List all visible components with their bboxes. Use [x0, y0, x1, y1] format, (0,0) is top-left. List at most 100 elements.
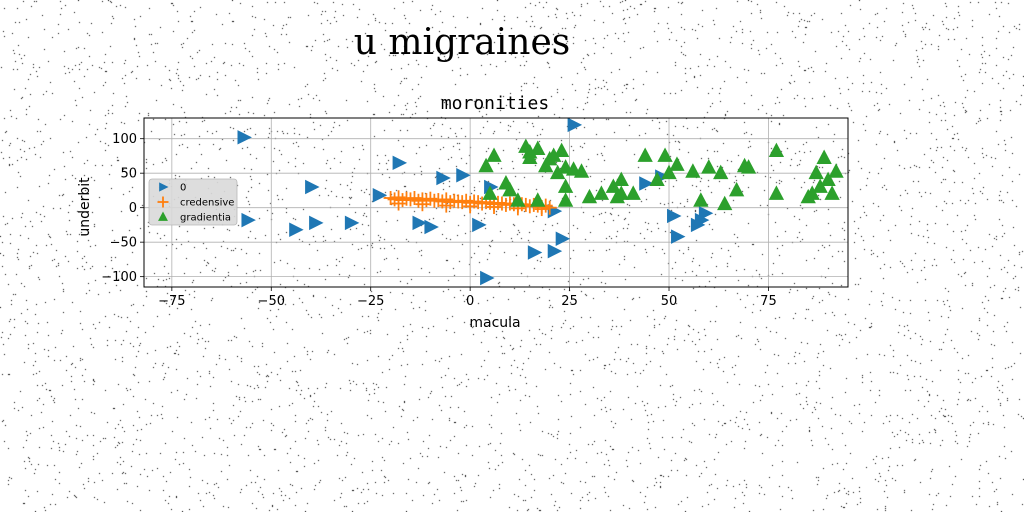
data-point — [415, 197, 430, 212]
data-point — [412, 215, 427, 231]
data-point — [472, 217, 487, 233]
data-point — [698, 205, 714, 221]
x-tick-label: 0 — [466, 294, 474, 309]
y-tick-label: 0 — [129, 201, 137, 216]
grid-lines — [144, 118, 848, 287]
x-tick-label: 25 — [561, 294, 578, 309]
data-point — [309, 215, 324, 231]
legend-marker — [158, 211, 168, 221]
data-point — [555, 231, 571, 246]
figure-suptitle: u migraines — [353, 22, 571, 63]
data-point — [613, 171, 629, 187]
data-point — [657, 147, 673, 162]
data-point — [593, 185, 610, 200]
data-point — [344, 215, 360, 231]
data-point — [522, 149, 538, 164]
data-point — [581, 188, 598, 204]
data-point — [694, 212, 710, 228]
plot-title: moronities — [441, 93, 549, 114]
data-point — [701, 159, 717, 174]
data-point — [768, 185, 785, 200]
x-tick-label: −25 — [357, 294, 384, 309]
data-point — [424, 219, 439, 235]
data-point — [478, 157, 494, 173]
data-point — [661, 164, 677, 180]
axis-ticks: −75 −50 −25 0 25 50 75 −100 −50 0 50 100 — [101, 132, 776, 309]
y-tick-label: −50 — [110, 236, 137, 251]
data-point — [740, 159, 757, 174]
data-point — [463, 199, 478, 214]
data-point — [728, 181, 745, 197]
data-point — [637, 147, 653, 162]
data-point — [546, 147, 562, 162]
data-point — [812, 178, 828, 193]
series-2 — [478, 138, 844, 211]
data-point — [625, 185, 641, 200]
data-point — [486, 147, 502, 162]
legend-marker — [159, 182, 169, 192]
data-point — [305, 179, 320, 195]
data-point — [289, 222, 304, 237]
y-tick-label: 100 — [112, 132, 137, 147]
data-point — [502, 181, 518, 197]
data-point — [391, 196, 406, 211]
data-point — [530, 192, 546, 207]
legend-label: gradientia — [180, 213, 231, 224]
data-point — [487, 199, 502, 214]
data-point — [237, 130, 252, 145]
data-point — [824, 185, 840, 200]
data-point — [649, 171, 665, 187]
data-point — [573, 163, 590, 178]
data-point — [816, 149, 832, 164]
data-point — [553, 142, 570, 158]
data-point — [639, 176, 654, 191]
legend-marker — [157, 196, 169, 208]
data-point — [808, 164, 824, 180]
data-point — [547, 243, 563, 259]
data-point — [510, 192, 526, 207]
data-point — [820, 171, 836, 187]
data-point — [527, 245, 543, 260]
y-axis-title: underbit — [77, 177, 93, 237]
data-point — [667, 208, 682, 224]
data-point — [482, 185, 498, 200]
data-point — [567, 117, 583, 133]
data-point — [436, 170, 451, 186]
data-point — [407, 191, 422, 206]
data-point — [557, 178, 574, 193]
plot-frame — [143, 117, 849, 288]
data-point — [530, 140, 546, 155]
data-point — [456, 168, 471, 183]
legend-box — [148, 178, 238, 226]
data-point — [671, 229, 686, 244]
data-point — [392, 155, 408, 171]
data-point — [768, 142, 785, 158]
data-point — [717, 195, 733, 211]
data-point — [713, 164, 729, 180]
data-point — [549, 164, 566, 180]
data-point — [669, 156, 685, 171]
legend-label: 0 — [180, 183, 186, 194]
y-tick-label: 50 — [120, 167, 137, 182]
data-point — [542, 200, 557, 215]
legend-label: credensive — [180, 198, 234, 209]
data-point — [439, 198, 454, 213]
x-tick-label: −75 — [158, 294, 185, 309]
x-axis-title: macula — [469, 315, 520, 331]
legend: 0 credensive gradientia — [148, 178, 238, 226]
x-tick-label: 50 — [661, 294, 678, 309]
data-point — [557, 192, 574, 207]
y-tick-label: −100 — [101, 270, 137, 285]
data-point — [480, 270, 495, 286]
data-point — [685, 163, 701, 178]
data-point — [804, 185, 820, 200]
data-point — [693, 192, 709, 207]
data-point — [613, 185, 629, 200]
data-point — [403, 192, 418, 207]
data-marks — [237, 117, 844, 286]
x-tick-label: 75 — [760, 294, 777, 309]
data-point — [241, 212, 256, 228]
